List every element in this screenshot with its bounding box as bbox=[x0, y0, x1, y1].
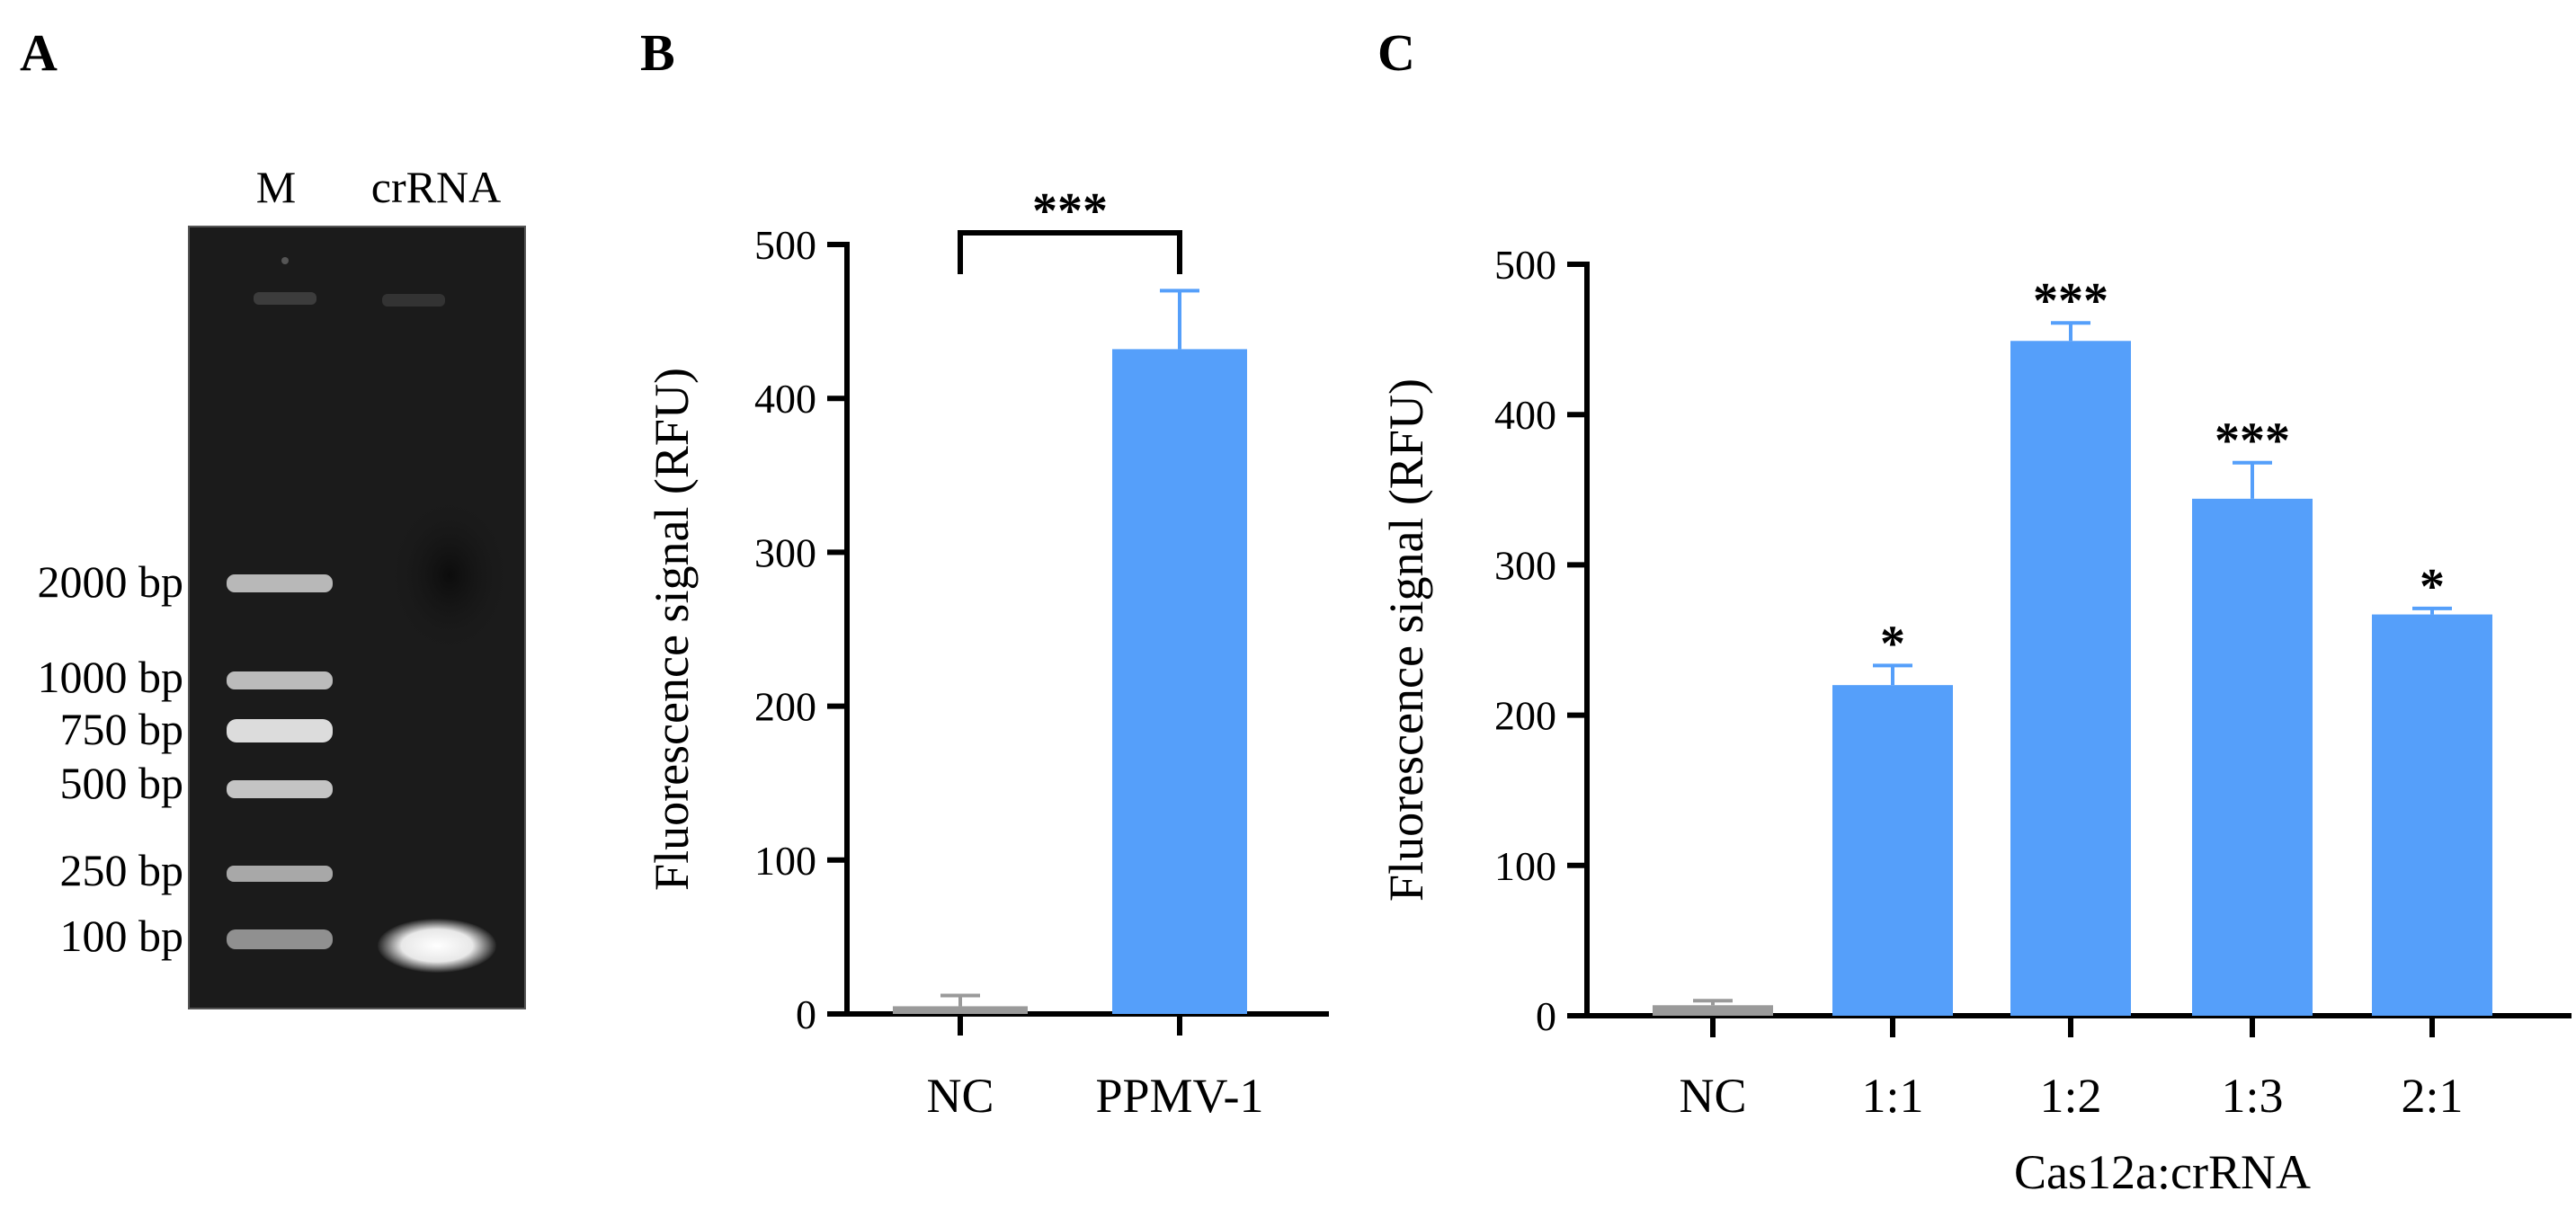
bar bbox=[893, 1006, 1028, 1014]
bar bbox=[1112, 349, 1247, 1014]
y-tick-label: 0 bbox=[796, 991, 816, 1037]
marker-band-100 bbox=[227, 929, 333, 949]
well-m bbox=[254, 292, 316, 305]
y-tick-label: 400 bbox=[1494, 392, 1556, 438]
well-crrna bbox=[382, 294, 445, 307]
y-tick-label: 400 bbox=[754, 376, 816, 422]
panel-label-a: A bbox=[20, 23, 58, 82]
crrna-band bbox=[378, 919, 496, 973]
chart-c: 0 100 200 300 400 500 Fluorescence signal (RFU… bbox=[1379, 242, 2572, 1199]
marker-label-250: 250 bp bbox=[60, 845, 184, 895]
bar bbox=[1653, 1005, 1773, 1016]
bar bbox=[2010, 341, 2131, 1017]
y-tick-label: 200 bbox=[1494, 693, 1556, 739]
y-tick-label: 0 bbox=[1536, 993, 1556, 1039]
x-tick-label: NC bbox=[926, 1069, 994, 1123]
marker-band-1000 bbox=[227, 671, 333, 689]
y-tick-label: 100 bbox=[1494, 843, 1556, 889]
y-axis-label: Fluorescence signal (RFU) bbox=[1379, 378, 1433, 902]
y-tick-label: 300 bbox=[754, 529, 816, 575]
y-tick-label: 500 bbox=[1494, 242, 1556, 288]
x-axis-label: Cas12a:crRNA bbox=[2014, 1145, 2311, 1199]
bar bbox=[1832, 685, 1953, 1016]
y-axis-label: Fluorescence signal (RFU) bbox=[645, 368, 699, 891]
y-tick-label: 500 bbox=[754, 222, 816, 268]
bar bbox=[2192, 498, 2313, 1016]
marker-band-500 bbox=[227, 780, 333, 798]
x-tick-label: 1:3 bbox=[2221, 1069, 2283, 1123]
gel-lane-label-crrna: crRNA bbox=[371, 162, 501, 212]
marker-band-2000 bbox=[227, 574, 333, 592]
x-tick-label: 2:1 bbox=[2401, 1069, 2463, 1123]
gel-smear bbox=[387, 494, 513, 656]
bar bbox=[2372, 614, 2492, 1016]
marker-label-750: 750 bp bbox=[60, 704, 184, 754]
marker-band-250 bbox=[227, 866, 333, 882]
gel-lane-label-m: M bbox=[256, 162, 296, 212]
significance-label: *** bbox=[2033, 273, 2108, 329]
significance-bracket bbox=[958, 230, 1182, 274]
significance-label: *** bbox=[2215, 413, 2290, 469]
panel-label-b: B bbox=[640, 23, 675, 82]
gel-speck bbox=[281, 257, 289, 264]
marker-label-2000: 2000 bp bbox=[38, 556, 184, 607]
x-tick-label: PPMV-1 bbox=[1095, 1069, 1263, 1123]
y-tick-label: 300 bbox=[1494, 542, 1556, 588]
x-tick-label: 1:2 bbox=[2039, 1069, 2101, 1123]
y-tick-label: 200 bbox=[754, 684, 816, 730]
significance-label: * bbox=[1880, 616, 1905, 671]
significance-label: * bbox=[2420, 559, 2445, 615]
bracket-label: *** bbox=[1032, 183, 1108, 239]
y-tick-label: 100 bbox=[754, 838, 816, 884]
marker-label-100: 100 bp bbox=[60, 911, 184, 961]
gel-image bbox=[188, 226, 526, 1009]
marker-band-750 bbox=[227, 719, 333, 742]
x-tick-label: NC bbox=[1679, 1069, 1746, 1123]
x-tick-label: 1:1 bbox=[1861, 1069, 1923, 1123]
chart-b: 0 100 200 300 400 500 Fluorescence signal (RFU… bbox=[645, 183, 1329, 1123]
marker-label-500: 500 bp bbox=[60, 758, 184, 808]
marker-label-1000: 1000 bp bbox=[38, 652, 184, 702]
panel-label-c: C bbox=[1377, 23, 1415, 82]
